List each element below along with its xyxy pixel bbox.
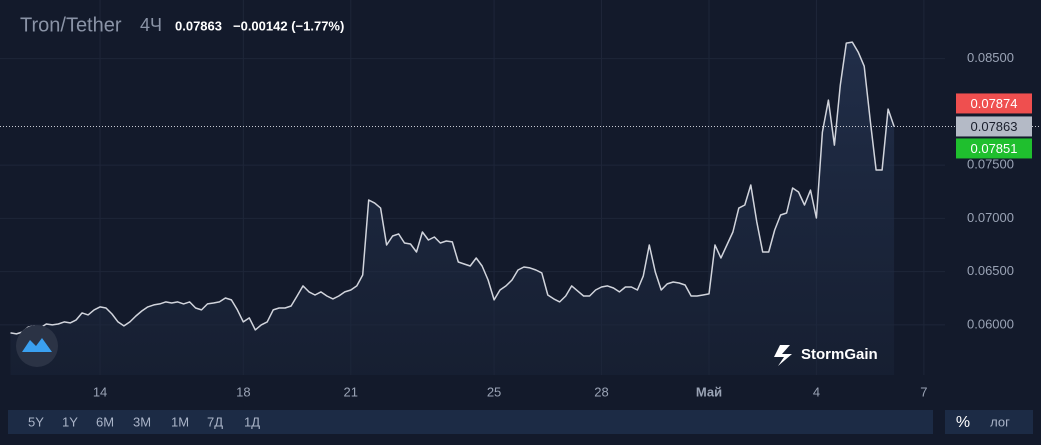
scale-bar [945,410,1033,434]
range-button[interactable]: 1M [171,414,189,429]
x-tick-label: 25 [487,384,501,399]
range-button[interactable]: 1Д [244,414,260,429]
range-button[interactable]: 3M [133,414,151,429]
range-button[interactable]: 5Y [28,414,44,429]
range-button[interactable]: 7Д [207,414,223,429]
ask-label-box [956,93,1032,114]
area [10,42,895,375]
y-tick-label: 0.08500 [967,50,1014,65]
brand: StormGain [801,346,878,363]
x-tick-label: 7 [920,384,927,399]
last-price-label: 0.07863 [971,119,1018,134]
range-bar [8,410,933,434]
price-line [10,41,895,335]
scale-option[interactable]: % [956,414,970,431]
range-button[interactable]: 6M [96,414,114,429]
y-tick-label: 0.07000 [967,210,1014,225]
x-tick-label: 14 [93,384,107,399]
last-price-label-box [956,116,1032,137]
y-tick-label: 0.07500 [967,157,1014,172]
interval: 4Ч [140,15,162,35]
chart-title: Tron/Tether [20,14,122,36]
x-tick-label: 4 [813,384,820,399]
logo-icon [22,338,52,352]
bid-label: 0.07851 [971,141,1018,156]
ask-label: 0.07874 [971,96,1018,111]
brand-icon [774,345,792,366]
x-tick-label: 21 [344,384,358,399]
x-tick-label: Май [696,384,722,399]
header-price: 0.07863 [175,18,222,33]
y-tick-label: 0.06000 [967,316,1014,331]
x-tick-label: 28 [594,384,608,399]
bid-label-box [956,138,1032,159]
scale-option[interactable]: лог [990,414,1010,429]
header-change: −0.00142 (−1.77%) [233,18,344,33]
y-tick-label: 0.06500 [967,263,1014,278]
x-tick-label: 18 [236,384,250,399]
range-button[interactable]: 1Y [62,414,78,429]
